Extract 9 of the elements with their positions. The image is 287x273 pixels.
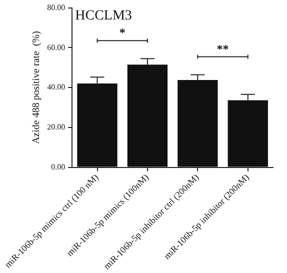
annotation: **	[216, 42, 229, 56]
y-axis-title: Azide 488 positive rate (%)	[30, 31, 42, 144]
y-tick-label: 80.00	[47, 2, 66, 12]
y-tick-label: 40.00	[47, 82, 66, 92]
y-tick-label: 0.00	[51, 162, 66, 172]
annotation: *	[119, 26, 126, 40]
y-tick-label: 20.00	[47, 122, 66, 132]
y-tick-label: 60.00	[47, 42, 66, 52]
chart-title: HCCLM3	[75, 8, 132, 24]
